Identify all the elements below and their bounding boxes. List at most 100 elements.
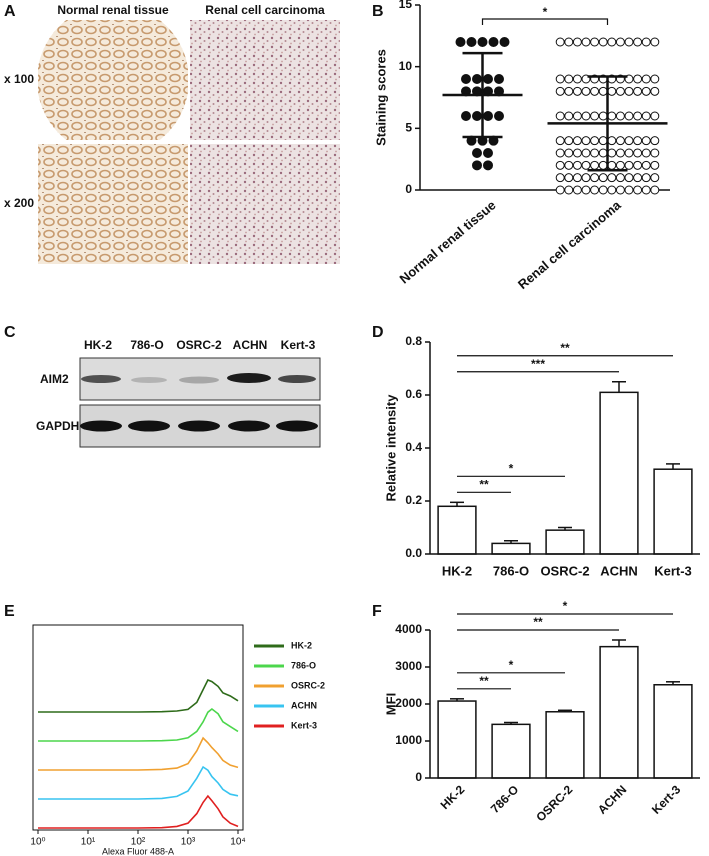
data-point <box>590 37 600 47</box>
data-point <box>564 185 574 195</box>
data-point <box>607 173 617 183</box>
significance-label: ** <box>479 477 489 491</box>
data-point <box>633 148 643 158</box>
x-tick-label: HK-2 <box>438 782 468 812</box>
y-tick-label: 0 <box>405 182 412 196</box>
data-point <box>607 86 617 96</box>
lane-label: OSRC-2 <box>176 338 222 352</box>
x-tick-label: 10⁴ <box>230 837 245 848</box>
data-point <box>598 148 608 158</box>
band <box>80 420 122 432</box>
panel-label: A <box>4 3 16 20</box>
band <box>228 420 270 432</box>
data-point <box>555 160 565 170</box>
x-tick-label: 786-O <box>488 782 521 815</box>
data-point <box>590 160 600 170</box>
band <box>179 376 219 384</box>
band <box>227 373 271 383</box>
data-point <box>624 185 634 195</box>
significance-label: * <box>563 599 568 613</box>
data-point <box>581 148 591 158</box>
significance-label: * <box>509 658 514 672</box>
data-point <box>564 111 574 121</box>
data-point <box>472 74 482 84</box>
western-blot: HK-2 786-O OSRC-2 ACHN Kert-3 AIM2 GAPDH <box>36 338 321 448</box>
panel-label: B <box>372 3 384 20</box>
y-tick-label: 0.2 <box>405 493 422 507</box>
significance-label: ** <box>533 615 543 629</box>
data-point <box>472 160 482 171</box>
data-point <box>650 173 660 183</box>
data-point <box>581 136 591 146</box>
data-point <box>633 173 643 183</box>
data-point <box>641 136 651 146</box>
y-tick-label: 2000 <box>395 696 422 710</box>
y-tick-label: 0.6 <box>405 387 422 401</box>
panel-label: F <box>372 603 382 620</box>
lane-label: HK-2 <box>84 338 112 352</box>
data-point <box>555 86 565 96</box>
data-point <box>641 173 651 183</box>
data-point <box>650 37 660 47</box>
bar <box>599 391 639 555</box>
data-point <box>607 160 617 170</box>
data-point <box>572 37 582 47</box>
data-point <box>624 136 634 146</box>
data-point <box>581 185 591 195</box>
significance-label: ** <box>479 674 489 688</box>
data-point <box>615 185 625 195</box>
data-point <box>624 86 634 96</box>
data-point <box>615 86 625 96</box>
histogram-curve <box>38 707 239 742</box>
data-point <box>624 37 634 47</box>
histogram-curve <box>38 736 239 771</box>
data-point <box>572 86 582 96</box>
histogram-curve <box>38 765 239 800</box>
data-point <box>494 111 504 121</box>
y-tick-label: 0.8 <box>405 334 422 348</box>
data-point <box>555 37 565 47</box>
bar <box>491 542 531 555</box>
data-point <box>633 160 643 170</box>
data-point <box>650 148 660 158</box>
data-point <box>472 148 482 158</box>
panel-label: C <box>4 324 16 341</box>
data-point <box>624 111 634 121</box>
data-point <box>590 185 600 195</box>
x-tick-label: 10⁰ <box>30 837 45 848</box>
data-point <box>633 37 643 47</box>
x-tick-label: Kert-3 <box>654 563 692 578</box>
histogram-curve <box>38 794 239 829</box>
data-point <box>590 111 600 121</box>
data-point <box>650 74 660 84</box>
data-point <box>564 136 574 146</box>
band <box>81 375 121 383</box>
data-point <box>633 185 643 195</box>
significance-label: ** <box>560 341 570 355</box>
data-point <box>598 37 608 47</box>
data-point <box>598 136 608 146</box>
histology-image <box>38 144 188 264</box>
x-tick-label: 10³ <box>181 837 196 848</box>
data-point <box>633 111 643 121</box>
data-point <box>590 173 600 183</box>
data-point <box>641 37 651 47</box>
data-point <box>581 86 591 96</box>
row-label: x 100 <box>4 72 34 86</box>
y-tick-label: 3000 <box>395 659 422 673</box>
lane-label: Kert-3 <box>281 338 316 352</box>
significance-label: * <box>543 5 548 19</box>
x-tick-label: 10¹ <box>81 837 96 848</box>
data-point <box>564 74 574 84</box>
band <box>276 420 318 432</box>
data-point <box>624 173 634 183</box>
data-point <box>641 185 651 195</box>
data-point <box>581 173 591 183</box>
data-point <box>650 111 660 121</box>
data-point <box>564 148 574 158</box>
data-point <box>555 74 565 84</box>
histogram-curve <box>38 678 239 713</box>
data-point <box>572 185 582 195</box>
data-point <box>581 111 591 121</box>
